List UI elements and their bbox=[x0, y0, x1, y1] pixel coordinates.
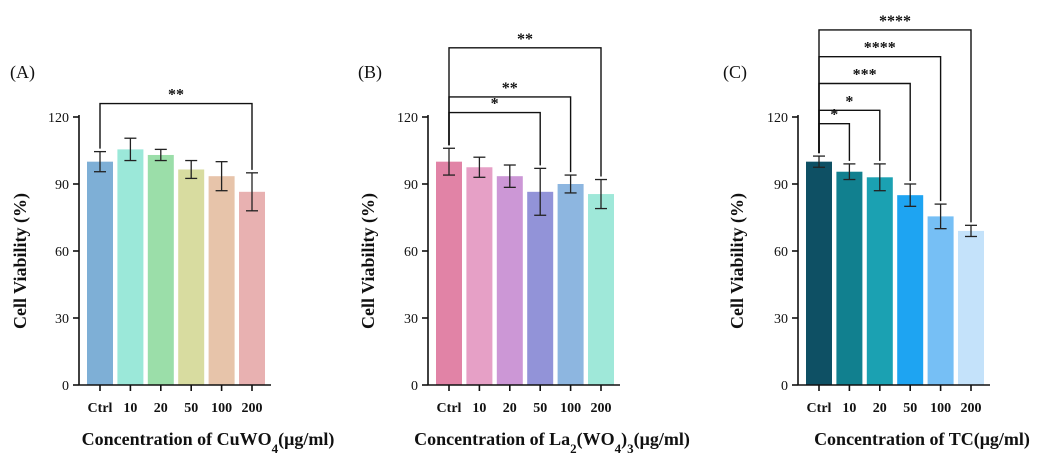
significance-bracket bbox=[448, 111, 541, 166]
y-tick-label: 90 bbox=[55, 178, 69, 193]
bar bbox=[87, 161, 113, 385]
x-tick-label: 200 bbox=[591, 401, 612, 416]
bar bbox=[147, 154, 174, 385]
x-tick-label: Ctrl bbox=[807, 401, 832, 416]
bar bbox=[866, 177, 893, 385]
bar bbox=[897, 195, 924, 385]
x-tick-label: 10 bbox=[123, 401, 137, 416]
x-axis-title-part: Concentration of La bbox=[414, 429, 570, 449]
bar bbox=[208, 176, 235, 385]
significance-label: **** bbox=[864, 40, 896, 57]
x-tick-label: 20 bbox=[503, 401, 517, 416]
y-tick-label: 60 bbox=[774, 245, 788, 260]
significance-label: * bbox=[491, 96, 499, 113]
x-tick-label: 100 bbox=[560, 401, 581, 416]
bar bbox=[527, 191, 554, 385]
y-tick-label: 30 bbox=[55, 312, 69, 327]
x-tick-label: Ctrl bbox=[88, 401, 113, 416]
panel-b: (B) 0 30 60 90 120 Ctrl 10 20 50 100 200 Cell Viabil… bbox=[358, 31, 690, 455]
bar bbox=[806, 161, 832, 385]
significance-bracket bbox=[448, 96, 572, 173]
significance-label: * bbox=[845, 93, 853, 110]
x-tick-label: 20 bbox=[873, 401, 887, 416]
y-tick-label: 60 bbox=[404, 245, 418, 260]
y-tick-label: 120 bbox=[48, 111, 69, 126]
x-tick-label: 200 bbox=[242, 401, 263, 416]
panel-label: (C) bbox=[723, 62, 747, 83]
x-axis-title-part: ) bbox=[621, 429, 627, 450]
significance-label: ** bbox=[168, 87, 184, 104]
x-axis-title: Concentration of CuWO4(μg/ml) bbox=[82, 429, 335, 455]
x-tick-label: 200 bbox=[961, 401, 982, 416]
x-tick-label: Ctrl bbox=[437, 401, 462, 416]
y-axis-title: Cell Viability (%) bbox=[10, 193, 31, 329]
y-tick-label: 90 bbox=[404, 178, 418, 193]
bar bbox=[927, 216, 954, 385]
bar bbox=[836, 171, 863, 385]
x-axis-title-part: Concentration of TC(μg/ml) bbox=[814, 429, 1030, 450]
x-tick-label: 10 bbox=[472, 401, 486, 416]
x-axis-title-subscript: 2 bbox=[570, 441, 577, 455]
x-tick-label: 50 bbox=[903, 401, 917, 416]
y-tick-label: 60 bbox=[55, 245, 69, 260]
significance-bracket bbox=[99, 102, 253, 170]
x-axis-title-part: (μg/ml) bbox=[634, 429, 690, 450]
x-axis-title-part: (μg/ml) bbox=[278, 429, 334, 450]
bar bbox=[496, 176, 523, 385]
x-axis-title-subscript: 3 bbox=[627, 441, 634, 455]
significance-label: * bbox=[830, 107, 838, 124]
y-axis-title: Cell Viability (%) bbox=[358, 193, 379, 329]
significance-label: **** bbox=[879, 13, 911, 30]
bar bbox=[239, 191, 265, 385]
significance-bracket bbox=[448, 47, 602, 177]
bar bbox=[178, 169, 205, 385]
x-tick-label: 50 bbox=[533, 401, 547, 416]
x-axis-title-part: Concentration of CuWO bbox=[82, 429, 272, 449]
y-axis-title: Cell Viability (%) bbox=[727, 193, 748, 329]
y-tick-label: 30 bbox=[404, 312, 418, 327]
panel-label: (B) bbox=[358, 62, 382, 83]
x-axis-title: Concentration of La2(WO4)3(μg/ml) bbox=[414, 429, 690, 455]
bar bbox=[117, 149, 144, 385]
x-axis-title-part: (WO bbox=[577, 429, 615, 450]
bar bbox=[958, 230, 984, 385]
panel-c: (C) 0 30 60 90 120 Ctrl 10 20 50 100 200 Cell Viabil… bbox=[723, 13, 1030, 450]
significance-bracket bbox=[818, 82, 911, 181]
significance-label: ** bbox=[517, 31, 533, 48]
x-axis-title-subscript: 4 bbox=[615, 441, 622, 455]
bar bbox=[557, 184, 584, 385]
y-tick-label: 90 bbox=[774, 178, 788, 193]
x-tick-label: 50 bbox=[184, 401, 198, 416]
x-axis-title-subscript: 4 bbox=[272, 441, 279, 455]
y-tick-label: 120 bbox=[767, 111, 788, 126]
panel-a: (A) 0 30 60 90 120 Ctrl 10 20 50 100 200 Cell Viabil… bbox=[10, 62, 334, 455]
bar bbox=[588, 194, 614, 385]
bar bbox=[466, 167, 493, 385]
significance-bracket bbox=[818, 123, 851, 161]
significance-label: ** bbox=[502, 80, 518, 97]
y-tick-label: 120 bbox=[397, 111, 418, 126]
x-tick-label: 10 bbox=[842, 401, 856, 416]
significance-bracket bbox=[818, 29, 972, 223]
panel-label: (A) bbox=[10, 62, 35, 83]
bar bbox=[436, 161, 462, 385]
y-tick-label: 30 bbox=[774, 312, 788, 327]
x-tick-label: 100 bbox=[211, 401, 232, 416]
y-tick-label: 0 bbox=[411, 379, 418, 394]
significance-label: *** bbox=[853, 67, 877, 84]
x-axis-title: Concentration of TC(μg/ml) bbox=[814, 429, 1030, 450]
x-tick-label: 20 bbox=[154, 401, 168, 416]
x-tick-label: 100 bbox=[930, 401, 951, 416]
y-tick-label: 0 bbox=[781, 379, 788, 394]
y-tick-label: 0 bbox=[62, 379, 69, 394]
